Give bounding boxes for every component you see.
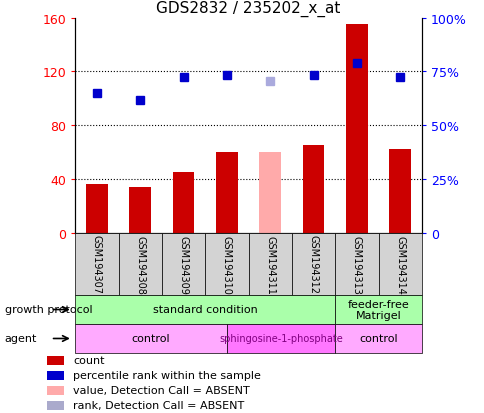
Bar [291, 233, 334, 295]
Text: standard condition: standard condition [152, 305, 257, 315]
Text: count: count [73, 356, 104, 366]
Bar [47, 401, 64, 410]
Bar [334, 233, 378, 295]
Bar [129, 188, 151, 233]
Text: sphingosine-1-phosphate: sphingosine-1-phosphate [219, 334, 342, 344]
Text: GSM194311: GSM194311 [265, 235, 274, 294]
Text: GSM194310: GSM194310 [222, 235, 231, 294]
Text: value, Detection Call = ABSENT: value, Detection Call = ABSENT [73, 386, 249, 396]
Bar [86, 185, 107, 233]
Text: rank, Detection Call = ABSENT: rank, Detection Call = ABSENT [73, 401, 243, 411]
Text: control: control [359, 334, 397, 344]
Text: GSM194312: GSM194312 [308, 235, 318, 294]
Bar [215, 153, 237, 233]
Text: percentile rank within the sample: percentile rank within the sample [73, 370, 260, 380]
Text: GSM194308: GSM194308 [135, 235, 145, 294]
Bar [205, 233, 248, 295]
Bar [75, 295, 334, 324]
Bar [334, 295, 421, 324]
Bar [302, 146, 324, 233]
Bar [389, 150, 410, 233]
Bar [162, 233, 205, 295]
Text: GSM194314: GSM194314 [394, 235, 405, 294]
Title: GDS2832 / 235202_x_at: GDS2832 / 235202_x_at [156, 1, 340, 17]
Bar [172, 173, 194, 233]
Text: feeder-free
Matrigel: feeder-free Matrigel [347, 299, 408, 320]
Bar [346, 25, 367, 233]
Bar [47, 386, 64, 395]
Bar [334, 324, 421, 353]
Bar [47, 356, 64, 366]
Bar [227, 324, 334, 353]
Bar [118, 233, 162, 295]
Text: GSM194307: GSM194307 [91, 235, 102, 294]
Bar [259, 153, 281, 233]
Bar [75, 324, 227, 353]
Bar [75, 233, 118, 295]
Text: agent: agent [5, 334, 37, 344]
Bar [378, 233, 421, 295]
Text: growth protocol: growth protocol [5, 305, 92, 315]
Text: GSM194313: GSM194313 [351, 235, 361, 294]
Text: GSM194309: GSM194309 [178, 235, 188, 294]
Bar [47, 371, 64, 380]
Bar [248, 233, 291, 295]
Text: control: control [132, 334, 170, 344]
